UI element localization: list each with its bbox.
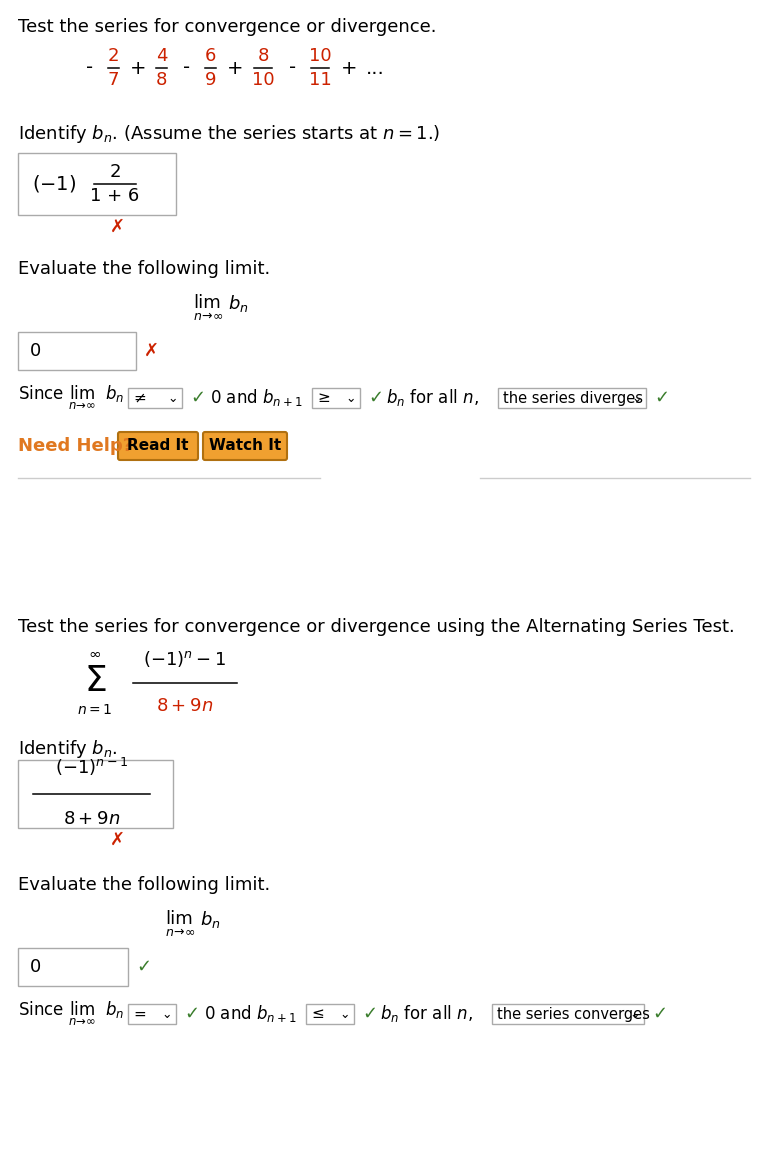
Text: 6: 6 (204, 47, 216, 66)
Text: $\Sigma$: $\Sigma$ (84, 664, 106, 698)
Text: $(-1)$: $(-1)$ (32, 174, 76, 194)
Text: +: + (131, 59, 147, 77)
Bar (128, 1004, 176, 1024)
Text: -: - (87, 59, 94, 77)
Bar (312, 388, 360, 408)
Text: 10: 10 (309, 47, 331, 66)
Text: Evaluate the following limit.: Evaluate the following limit. (18, 260, 270, 278)
Text: 4: 4 (156, 47, 167, 66)
Bar (18, 760, 173, 828)
Text: ≠: ≠ (133, 391, 146, 406)
Text: $(-1)^n - 1$: $(-1)^n - 1$ (144, 649, 227, 669)
Text: Evaluate the following limit.: Evaluate the following limit. (18, 876, 270, 894)
Text: =: = (133, 1006, 146, 1021)
Text: $n = 1$: $n = 1$ (78, 703, 113, 716)
Text: ✓: ✓ (190, 389, 205, 407)
Text: 2: 2 (109, 163, 121, 181)
Bar (306, 1004, 354, 1024)
Text: $n\!\to\!\infty$: $n\!\to\!\infty$ (165, 927, 195, 940)
Text: ✗: ✗ (110, 831, 125, 849)
Text: ⌄: ⌄ (631, 391, 642, 405)
Text: ≤: ≤ (311, 1006, 324, 1021)
Bar (18, 332, 136, 370)
Text: $b_n$ for all $n$,: $b_n$ for all $n$, (380, 1004, 473, 1025)
Text: ✓: ✓ (654, 389, 669, 407)
Text: $(-1)^{n-1}$: $(-1)^{n-1}$ (55, 756, 128, 779)
Text: 8: 8 (257, 47, 269, 66)
Text: Need Help?: Need Help? (18, 437, 133, 455)
Text: $b_n$: $b_n$ (105, 383, 124, 405)
Bar (128, 388, 182, 408)
Text: ...: ... (366, 59, 384, 77)
FancyBboxPatch shape (118, 432, 198, 460)
Text: 7: 7 (108, 71, 119, 89)
Bar (18, 153, 176, 215)
Text: ⌄: ⌄ (339, 1007, 350, 1020)
Text: 0: 0 (30, 342, 41, 360)
Text: +: + (341, 59, 358, 77)
Text: 8: 8 (156, 71, 167, 89)
Text: Read It: Read It (127, 438, 189, 453)
Text: ⌄: ⌄ (346, 391, 356, 405)
Text: Identify $b_n$. (Assume the series starts at $n = 1$.): Identify $b_n$. (Assume the series start… (18, 123, 440, 145)
Text: the series diverges: the series diverges (503, 391, 643, 406)
Bar (498, 388, 646, 408)
Text: Test the series for convergence or divergence.: Test the series for convergence or diver… (18, 18, 436, 36)
Text: lim: lim (165, 910, 193, 928)
Text: lim: lim (193, 294, 220, 312)
Text: ✓: ✓ (368, 389, 383, 407)
Text: +: + (227, 59, 243, 77)
Text: Since $\lim_{n\to\infty}$: Since $\lim_{n\to\infty}$ (18, 384, 96, 412)
Text: ✓: ✓ (362, 1005, 377, 1024)
Text: $b_n$: $b_n$ (105, 999, 124, 1020)
Text: 9: 9 (204, 71, 216, 89)
Text: -: - (184, 59, 190, 77)
Text: $n\!\to\!\infty$: $n\!\to\!\infty$ (193, 310, 223, 323)
Text: ⌄: ⌄ (630, 1007, 640, 1020)
Text: ⌄: ⌄ (161, 1007, 172, 1020)
Text: $b_n$: $b_n$ (228, 292, 249, 314)
Text: $b_n$: $b_n$ (200, 908, 220, 929)
Text: Since $\lim_{n\to\infty}$: Since $\lim_{n\to\infty}$ (18, 1000, 96, 1028)
Text: 2: 2 (108, 47, 119, 66)
Text: ✓: ✓ (652, 1005, 667, 1024)
Text: ✗: ✗ (110, 218, 125, 236)
Text: 11: 11 (309, 71, 331, 89)
Text: 0 and $b_{n+1}$: 0 and $b_{n+1}$ (210, 388, 303, 408)
Text: Identify $b_n$.: Identify $b_n$. (18, 738, 118, 760)
Text: 0: 0 (30, 958, 41, 976)
FancyBboxPatch shape (203, 432, 287, 460)
Text: ⌄: ⌄ (167, 391, 178, 405)
Text: Watch It: Watch It (209, 438, 281, 453)
Text: $8 + 9n$: $8 + 9n$ (157, 697, 214, 715)
Bar (492, 1004, 644, 1024)
Bar (18, 948, 128, 986)
Text: ✓: ✓ (184, 1005, 199, 1024)
Text: the series converges: the series converges (497, 1006, 650, 1021)
Text: ✓: ✓ (136, 958, 151, 976)
Text: ✗: ✗ (144, 342, 159, 360)
Text: ≥: ≥ (317, 391, 329, 406)
Text: 0 and $b_{n+1}$: 0 and $b_{n+1}$ (204, 1004, 297, 1025)
Text: Test the series for convergence or divergence using the Alternating Series Test.: Test the series for convergence or diver… (18, 618, 735, 636)
Text: -: - (289, 59, 296, 77)
Text: $b_n$ for all $n$,: $b_n$ for all $n$, (386, 388, 479, 408)
Text: $\infty$: $\infty$ (88, 646, 101, 661)
Text: $8 + 9n$: $8 + 9n$ (64, 810, 121, 828)
Text: 1 + 6: 1 + 6 (91, 187, 140, 205)
Text: 10: 10 (252, 71, 274, 89)
